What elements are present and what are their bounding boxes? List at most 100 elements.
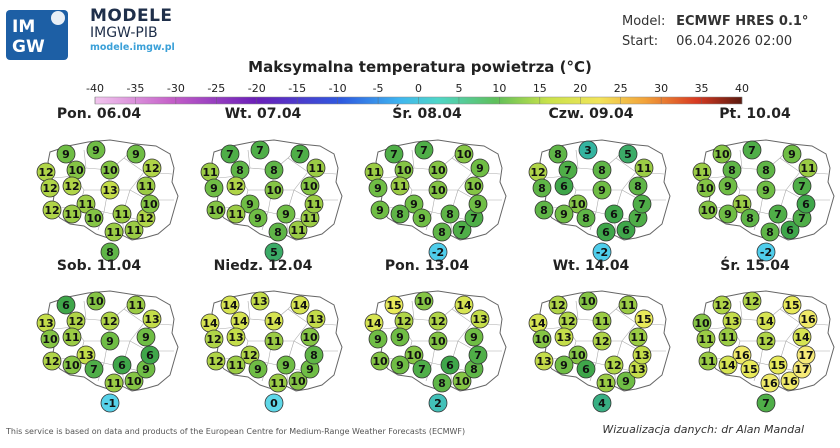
temp-marker: 8 <box>432 222 452 242</box>
temp-marker: 14 <box>364 313 384 333</box>
temp-circle <box>756 393 776 413</box>
temp-value: -2 <box>760 246 772 259</box>
temp-value: 8 <box>438 377 446 390</box>
temp-circle <box>414 291 434 311</box>
temp-marker: 14 <box>792 327 812 347</box>
temp-marker: 7 <box>792 176 812 196</box>
temp-marker: 11 <box>634 158 654 178</box>
temp-circle <box>100 180 120 200</box>
temp-value: 13 <box>144 313 159 326</box>
temp-value: 11 <box>64 208 79 221</box>
temp-circle <box>306 158 326 178</box>
scale-tick-label: 10 <box>492 82 506 95</box>
temp-circle <box>288 220 308 240</box>
temp-marker: 11 <box>104 373 124 393</box>
temp-marker: 15 <box>634 309 654 329</box>
temp-marker: 6 <box>440 355 460 375</box>
temp-value: 10 <box>534 333 550 346</box>
temp-marker: 13 <box>306 309 326 329</box>
temp-circle <box>240 345 260 365</box>
temp-circle <box>718 204 738 224</box>
temp-circle <box>534 351 554 371</box>
start-row: Start: 06.04.2026 02:00 <box>622 34 792 49</box>
temp-marker: 15 <box>384 295 404 315</box>
temp-circle <box>718 327 738 347</box>
temp-circle <box>592 311 612 331</box>
temp-circle <box>206 351 226 371</box>
temp-marker: 13 <box>36 313 56 333</box>
temp-circle <box>548 295 568 315</box>
temp-marker: 8 <box>576 208 596 228</box>
temp-marker: 13 <box>632 345 652 365</box>
temp-circle <box>578 291 598 311</box>
temp-value: 11 <box>306 198 321 211</box>
temp-value: 15 <box>784 299 799 312</box>
temp-marker: 16 <box>780 371 800 391</box>
temp-value: 7 <box>798 180 806 193</box>
temp-marker: 4 <box>592 393 612 413</box>
temp-marker: 8 <box>100 242 120 262</box>
temp-circle <box>628 327 648 347</box>
temp-circle <box>760 222 780 242</box>
temp-marker: 6 <box>616 220 636 240</box>
temp-marker: 11 <box>698 351 718 371</box>
temp-marker: 12 <box>742 291 762 311</box>
temp-value: 10 <box>208 204 224 217</box>
temp-circle <box>698 200 718 220</box>
temp-circle <box>756 311 776 331</box>
temp-value: 8 <box>236 164 244 177</box>
temp-marker: 10 <box>712 144 732 164</box>
temp-marker: 7 <box>84 359 104 379</box>
temp-value: 9 <box>376 204 384 217</box>
temp-value: 9 <box>622 375 630 388</box>
brand-url[interactable]: modele.imgw.pl <box>90 42 175 53</box>
temp-marker: 12 <box>240 345 260 365</box>
temp-marker: 9 <box>616 371 636 391</box>
temp-marker: 9 <box>468 194 488 214</box>
temp-marker: 10 <box>66 160 86 180</box>
temp-value: 13 <box>472 313 487 326</box>
temp-circle <box>718 176 738 196</box>
temp-circle <box>616 371 636 391</box>
temp-value: 13 <box>308 313 323 326</box>
temp-circle <box>100 160 120 180</box>
temp-circle <box>796 345 816 365</box>
temp-value: 11 <box>138 180 153 193</box>
temp-circle <box>306 309 326 329</box>
temp-value: 9 <box>598 184 606 197</box>
temp-circle <box>76 194 96 214</box>
temp-marker: 13 <box>226 327 246 347</box>
temp-value: 9 <box>282 208 290 221</box>
temp-value: 10 <box>700 204 716 217</box>
temp-marker: -1 <box>100 393 120 413</box>
temp-circle <box>604 204 624 224</box>
temp-value: 8 <box>274 226 282 239</box>
temp-value: 11 <box>114 208 129 221</box>
temp-marker: 8 <box>628 176 648 196</box>
temp-value: 13 <box>556 331 571 344</box>
temp-value: 8 <box>746 212 754 225</box>
temp-circle <box>204 178 224 198</box>
temp-marker: 10 <box>40 329 60 349</box>
temp-circle <box>440 204 460 224</box>
temp-circle <box>136 176 156 196</box>
temp-marker: 11 <box>306 158 326 178</box>
map-title: Maksymalna temperatura powietrza (°C) <box>248 58 592 76</box>
temp-value: 13 <box>38 317 53 330</box>
temp-value: 7 <box>798 212 806 225</box>
temp-value: 8 <box>598 164 606 177</box>
temp-marker: 10 <box>578 291 598 311</box>
temp-value: 10 <box>454 375 470 388</box>
temp-circle <box>86 291 106 311</box>
temp-value: 11 <box>308 162 323 175</box>
temp-value: 10 <box>86 212 102 225</box>
temp-circle <box>618 295 638 315</box>
start-label: Start: <box>622 34 659 49</box>
temp-circle <box>596 222 616 242</box>
temp-value: 9 <box>246 198 254 211</box>
temp-marker: 11 <box>732 194 752 214</box>
temp-marker: 10 <box>84 208 104 228</box>
temp-value: 10 <box>290 375 306 388</box>
